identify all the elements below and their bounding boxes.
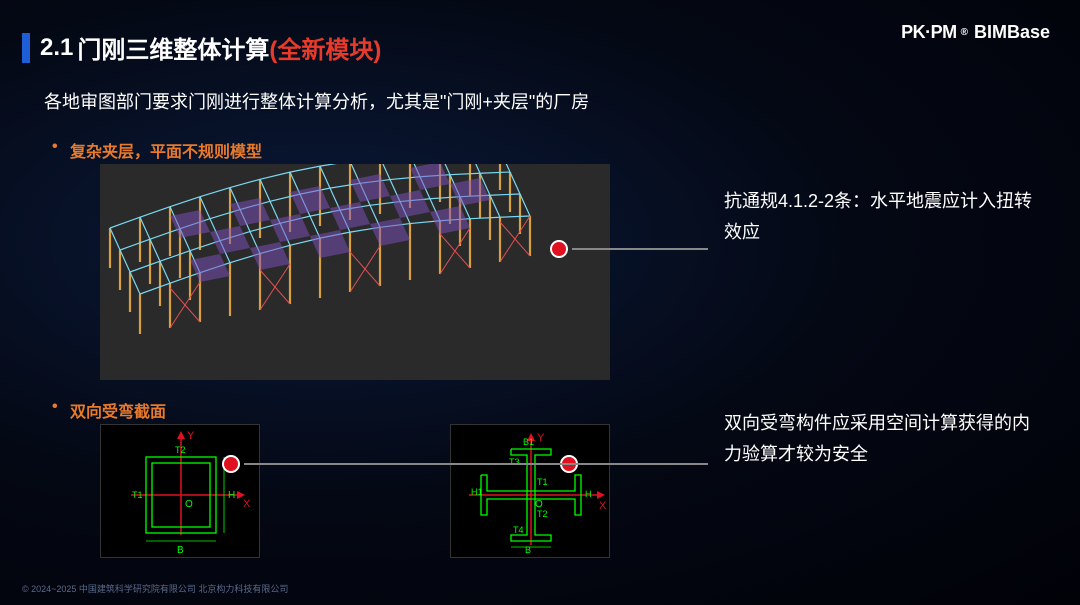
svg-text:B1: B1 xyxy=(523,437,534,447)
title-number: 2.1 xyxy=(40,34,73,62)
svg-text:H: H xyxy=(585,489,592,499)
logo-reg: ® xyxy=(961,27,968,38)
title-accent-bar xyxy=(22,33,30,63)
svg-text:X: X xyxy=(243,498,251,510)
svg-text:T2: T2 xyxy=(537,509,548,519)
logo: PK·PM ® BIMBase xyxy=(901,22,1050,43)
svg-text:H1: H1 xyxy=(471,487,483,497)
callout-marker-2 xyxy=(222,455,240,473)
bullet-biaxial-section: 双向受弯截面 xyxy=(70,398,166,422)
section-diagram-box: Y X O B H T1 T2 xyxy=(100,424,260,558)
title-main: 门刚三维整体计算 xyxy=(77,30,269,65)
section-cross-svg: YXOB1T3H1T1T2HBT4 xyxy=(451,425,611,559)
svg-text:Y: Y xyxy=(187,430,195,442)
svg-text:X: X xyxy=(599,500,607,512)
note-seismic: 抗通规4.1.2-2条：水平地震应计入扭转效应 xyxy=(724,186,1044,247)
svg-text:T2: T2 xyxy=(175,445,186,455)
callout-marker-1 xyxy=(550,240,568,258)
callout-line-1 xyxy=(572,248,708,250)
svg-text:T1: T1 xyxy=(132,490,143,500)
svg-text:H: H xyxy=(228,490,235,501)
section-diagram-cross: YXOB1T3H1T1T2HBT4 xyxy=(450,424,610,558)
slide-title: 2.1 门刚三维整体计算 (全新模块) xyxy=(22,30,381,65)
title-accent: (全新模块) xyxy=(269,30,381,65)
section-box-svg: Y X O B H T1 T2 xyxy=(101,425,261,559)
slide-subtitle: 各地审图部门要求门刚进行整体计算分析，尤其是"门刚+夹层"的厂房 xyxy=(44,88,589,114)
logo-brand1: PK·PM xyxy=(901,22,957,43)
note-biaxial: 双向受弯构件应采用空间计算获得的内力验算才较为安全 xyxy=(724,408,1044,469)
logo-brand2: BIMBase xyxy=(974,22,1050,43)
model-svg xyxy=(100,164,610,380)
svg-text:T4: T4 xyxy=(513,525,524,535)
structural-model-image xyxy=(100,164,610,380)
svg-text:B: B xyxy=(525,545,531,555)
copyright-footer: © 2024~2025 中国建筑科学研究院有限公司 北京构力科技有限公司 xyxy=(22,582,288,595)
svg-text:Y: Y xyxy=(537,432,545,444)
bullet-complex-model: 复杂夹层，平面不规则模型 xyxy=(70,138,262,162)
svg-text:T1: T1 xyxy=(537,477,548,487)
svg-text:B: B xyxy=(177,545,184,556)
svg-text:T3: T3 xyxy=(509,457,520,467)
callout-line-3 xyxy=(582,463,708,465)
svg-text:O: O xyxy=(185,499,193,510)
